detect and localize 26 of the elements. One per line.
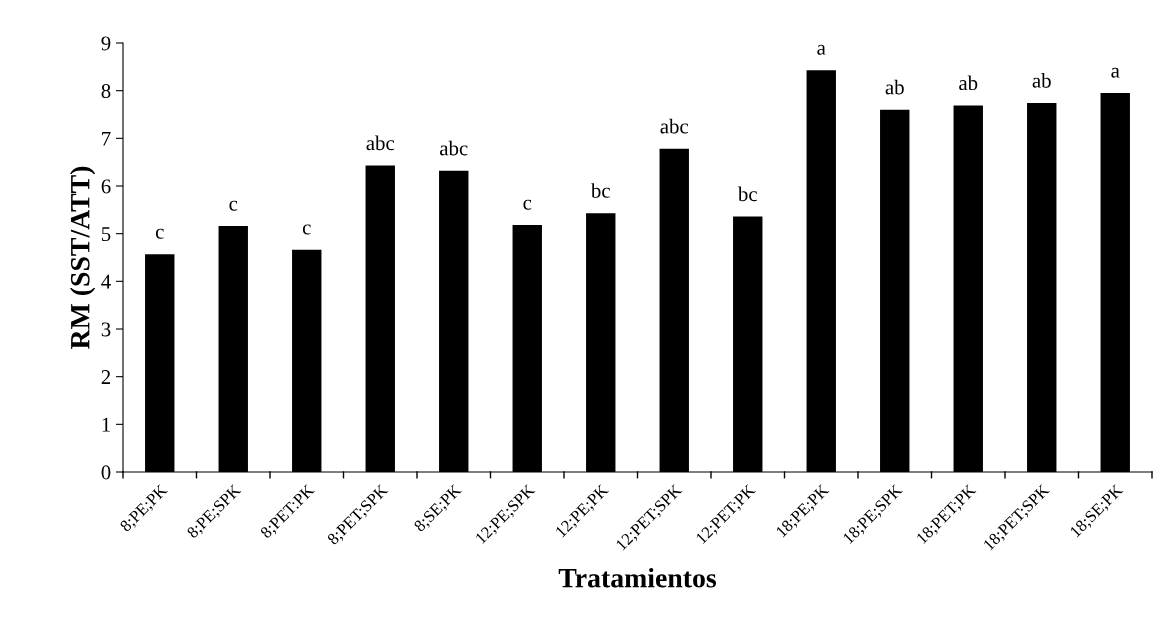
annotation: ab bbox=[885, 79, 904, 95]
y-tick-label: 0 bbox=[101, 465, 111, 480]
y-axis-title: RM (SST/ATT) bbox=[70, 166, 96, 349]
annotation: bc bbox=[737, 186, 757, 202]
annotation: c bbox=[523, 199, 532, 210]
annotation: a bbox=[1111, 67, 1120, 78]
annotation: c bbox=[155, 228, 164, 239]
y-tick-label: 5 bbox=[101, 227, 111, 242]
annotation: c bbox=[229, 200, 238, 211]
annotation: abc bbox=[440, 140, 468, 156]
y-tick-label: 7 bbox=[102, 131, 111, 146]
annotation: c bbox=[302, 224, 311, 235]
y-tick-label: 3 bbox=[101, 322, 111, 337]
y-tick-label: 1 bbox=[102, 417, 110, 432]
annotation: abc bbox=[660, 118, 689, 134]
annotation: a bbox=[817, 44, 826, 55]
annotation: ab bbox=[1032, 73, 1051, 88]
annotation: bc bbox=[590, 183, 610, 198]
y-tick-label: 8 bbox=[101, 84, 111, 99]
y-tick-label: 9 bbox=[101, 36, 111, 51]
y-tick-label: 2 bbox=[101, 370, 111, 384]
y-tick-label: 6 bbox=[101, 179, 111, 194]
x-axis-title: Tratamientos bbox=[558, 567, 717, 588]
annotation: abc bbox=[366, 135, 395, 151]
y-tick-label: 4 bbox=[101, 274, 111, 289]
annotation: ab bbox=[959, 75, 978, 91]
